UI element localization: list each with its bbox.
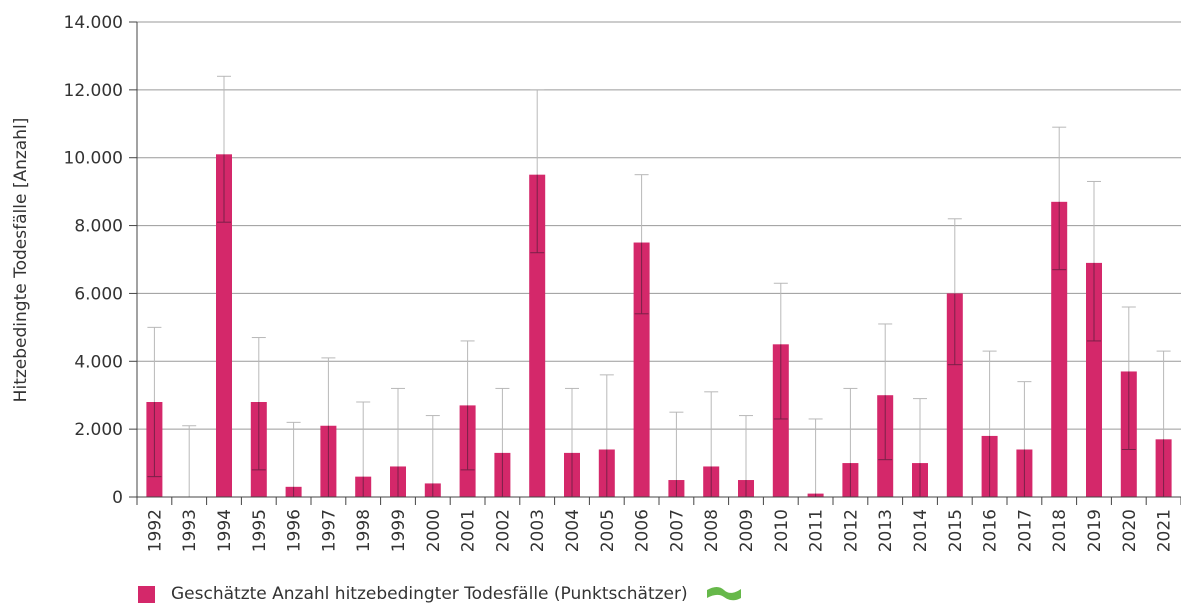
- x-tick-label: 2003: [528, 509, 548, 552]
- bar: [1086, 262, 1102, 497]
- y-tick-label: 6.000: [74, 284, 123, 304]
- x-tick-label: 2004: [563, 509, 583, 552]
- legend-label: Geschätzte Anzahl hitzebedingter Todesfä…: [171, 584, 688, 604]
- x-tick-label: 1996: [285, 509, 305, 552]
- x-tick-label: 2002: [493, 509, 513, 552]
- x-tick-labels: 1992 1993 1994 1995 1996 1997 1998 1999 2000 2001…: [145, 509, 1174, 552]
- x-tick-label: 2018: [1050, 509, 1070, 552]
- x-tick-label: 1994: [215, 509, 235, 552]
- x-tick-label: 2000: [424, 509, 444, 552]
- bar: [216, 154, 232, 498]
- y-axis-label: Hitzebedingte Todesfälle [Anzahl]: [11, 118, 31, 403]
- x-tick-label: 2008: [702, 509, 722, 552]
- x-tick-label: 2021: [1155, 509, 1175, 552]
- y-tick-labels: 0 2.000 4.000 6.000 8.000 10.000 12.000 14.000: [64, 13, 123, 508]
- bar-chart: 02.0004.0006.0008.00010.00012.00014.000 …: [11, 13, 1181, 552]
- bar: [772, 344, 789, 497]
- green-wave-icon: [706, 587, 741, 601]
- bar: [529, 174, 546, 497]
- x-tick-label: 2015: [946, 509, 966, 552]
- legend-swatch: [138, 585, 155, 603]
- x-tick-label: 2013: [876, 509, 896, 552]
- axes: [129, 21, 1181, 505]
- x-tick-label: 1998: [354, 509, 374, 552]
- bar: [633, 242, 650, 497]
- y-tick-label: 14.000: [64, 13, 123, 33]
- x-tick-label: 2011: [807, 509, 827, 552]
- y-tick-label: 8.000: [74, 217, 123, 237]
- x-tick-label: 1999: [389, 509, 409, 552]
- bar: [946, 293, 963, 497]
- x-tick-label: 2019: [1085, 509, 1105, 552]
- bars: [146, 154, 1172, 498]
- x-tick-label: 2017: [1015, 509, 1035, 552]
- x-tick-label: 2014: [911, 509, 931, 552]
- gridlines: [137, 21, 1181, 430]
- y-tick-label: 10.000: [64, 149, 123, 169]
- y-tick-label: 4.000: [74, 352, 123, 372]
- y-tick-label: 12.000: [64, 81, 123, 101]
- x-tick-label: 2012: [841, 509, 861, 552]
- x-tick-label: 2005: [598, 509, 618, 552]
- x-tick-label: 2006: [633, 509, 653, 552]
- x-tick-label: 2020: [1120, 509, 1140, 552]
- x-tick-label: 2016: [981, 509, 1001, 552]
- y-tick-label: 2.000: [74, 420, 123, 440]
- y-tick-label: 0: [112, 488, 123, 508]
- x-tick-label: 1993: [180, 509, 200, 552]
- legend: Geschätzte Anzahl hitzebedingter Todesfä…: [138, 582, 742, 606]
- x-tick-label: 1997: [319, 509, 339, 552]
- x-tick-label: 2010: [772, 509, 792, 552]
- error-bars: [147, 75, 1171, 497]
- x-tick-label: 1992: [145, 509, 165, 552]
- x-tick-label: 2007: [667, 509, 687, 552]
- x-tick-label: 1995: [250, 509, 270, 552]
- x-tick-label: 2009: [737, 509, 757, 552]
- x-tick-label: 2001: [459, 509, 479, 552]
- bar: [1051, 201, 1068, 498]
